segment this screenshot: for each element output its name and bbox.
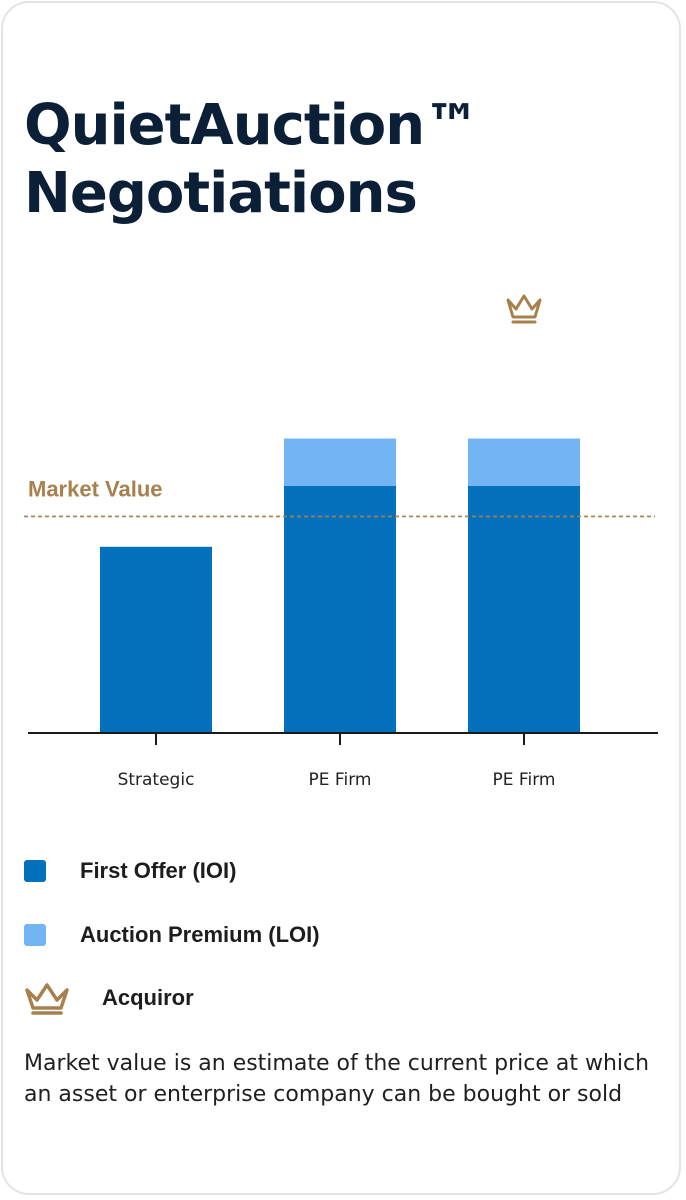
title-line-1: QuietAuction™ — [24, 93, 480, 158]
bars — [100, 438, 580, 733]
market-value-line-group: Market Value — [24, 476, 655, 518]
auction-premium-swatch — [24, 924, 46, 946]
x-tick-label-1: Strategic — [118, 770, 195, 790]
bar-first-offer-2 — [284, 486, 396, 733]
acquiror-crown-icon — [506, 294, 542, 324]
legend-item-auction-premium: Auction Premium (LOI) — [24, 922, 320, 948]
bar-auction-premium-2 — [284, 438, 396, 486]
acquiror-marker — [506, 294, 542, 324]
x-ticks — [155, 733, 525, 745]
bar-first-offer-1 — [100, 546, 212, 733]
legend-label-auction-premium: Auction Premium (LOI) — [80, 922, 320, 947]
x-tick-label-3: PE Firm — [493, 770, 556, 790]
bar-first-offer-3 — [468, 486, 580, 733]
footnote: Market value is an estimate of the curre… — [24, 1051, 650, 1107]
legend-label-acquiror: Acquiror — [102, 985, 194, 1010]
legend-label-first-offer: First Offer (IOI) — [80, 858, 237, 883]
offers-bar-chart: Market Value Strategic PE Firm PE Firm — [24, 294, 658, 790]
legend-item-acquiror: Acquiror — [24, 980, 194, 1016]
bar-auction-premium-3 — [468, 438, 580, 486]
page-title: QuietAuction™ Negotiations — [24, 92, 480, 228]
first-offer-swatch — [24, 860, 46, 882]
x-tick-labels: Strategic PE Firm PE Firm — [118, 770, 556, 790]
crown-icon — [25, 983, 69, 1015]
title-line-2: Negotiations — [24, 161, 418, 226]
x-tick-label-2: PE Firm — [309, 770, 372, 790]
market-value-label: Market Value — [28, 476, 163, 501]
legend-item-first-offer: First Offer (IOI) — [24, 858, 236, 884]
